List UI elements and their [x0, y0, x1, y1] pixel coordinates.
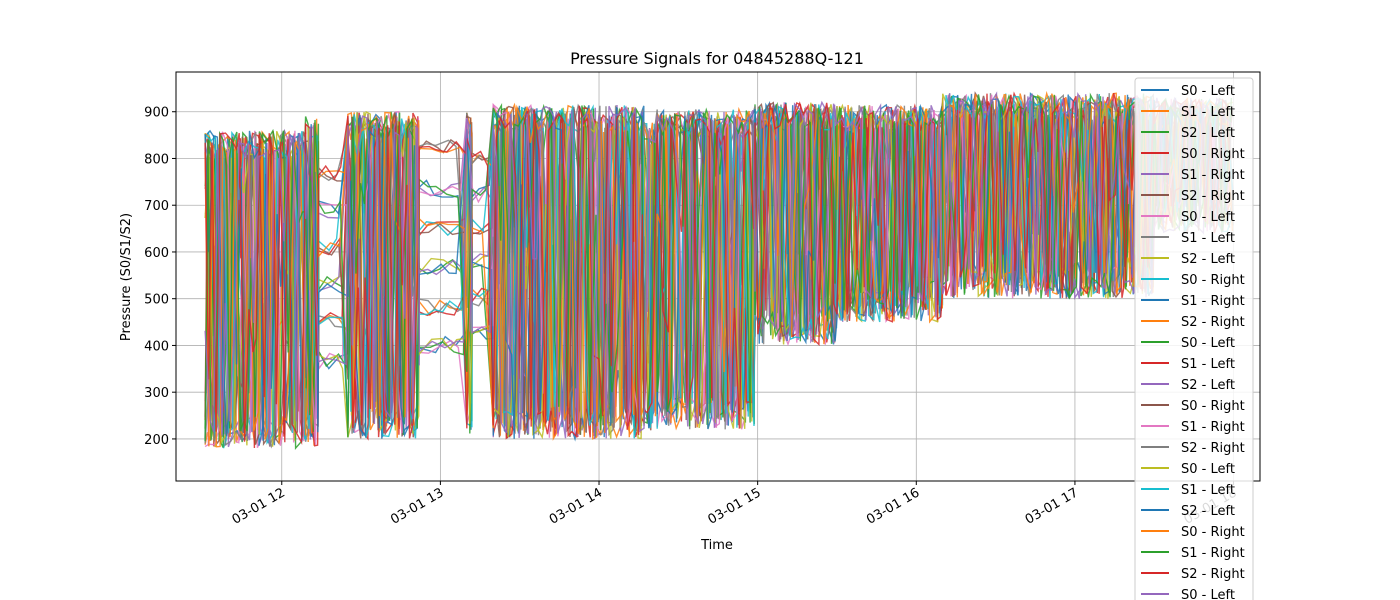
y-tick-label: 200 — [144, 433, 169, 448]
legend-label: S1 - Left — [1181, 231, 1235, 246]
series-line — [204, 93, 1233, 442]
legend-label: S1 - Left — [1181, 105, 1235, 120]
legend-label: S0 - Left — [1181, 336, 1235, 351]
legend-frame — [1134, 77, 1254, 600]
series-line — [204, 94, 1231, 446]
legend-label: S0 - Right — [1181, 147, 1245, 162]
legend-label: S2 - Right — [1181, 189, 1245, 204]
legend-label: S2 - Left — [1181, 126, 1235, 141]
series-line — [204, 91, 1232, 443]
legend-label: S0 - Left — [1181, 588, 1235, 600]
y-axis-label: Pressure (S0/S1/S2) — [119, 213, 134, 341]
y-tick-label: 700 — [144, 199, 169, 214]
series-line — [204, 90, 1234, 448]
legend-label: S2 - Right — [1181, 567, 1245, 582]
legend-label: S2 - Left — [1181, 378, 1235, 393]
legend-label: S1 - Right — [1181, 420, 1245, 435]
y-tick-label: 500 — [144, 293, 169, 308]
plot-area-frame — [175, 71, 1261, 482]
legend-label: S0 - Left — [1181, 462, 1235, 477]
legend: S0 - Left S1 - Left S2 - Left S0 - Right S1 … — [1134, 77, 1254, 600]
x-axis-label: Time — [700, 538, 733, 553]
legend-label: S2 - Left — [1181, 504, 1235, 519]
y-tick-label: 800 — [144, 152, 169, 167]
legend-label: S2 - Right — [1181, 441, 1245, 456]
legend-label: S0 - Right — [1181, 525, 1245, 540]
y-tick-label: 400 — [144, 339, 169, 354]
y-tick-label: 900 — [144, 106, 169, 121]
legend-label: S0 - Left — [1181, 210, 1235, 225]
legend-label: S0 - Right — [1181, 273, 1245, 288]
legend-label: S0 - Left — [1181, 84, 1235, 99]
legend-label: S1 - Left — [1181, 357, 1235, 372]
legend-label: S1 - Right — [1181, 294, 1245, 309]
legend-label: S0 - Right — [1181, 399, 1245, 414]
y-axis: 200 300 400 500 600 700 800 900 — [144, 106, 176, 448]
legend-label: S2 - Left — [1181, 252, 1235, 267]
legend-label: S1 - Right — [1181, 168, 1245, 183]
series-line — [204, 94, 1234, 445]
y-tick-label: 300 — [144, 386, 169, 401]
legend-label: S1 - Right — [1181, 546, 1245, 561]
y-tick-label: 600 — [144, 246, 169, 261]
chart-title: Pressure Signals for 04845288Q-121 — [570, 49, 864, 68]
legend-label: S1 - Left — [1181, 483, 1235, 498]
data-lines — [204, 90, 1234, 451]
legend-label: S2 - Right — [1181, 315, 1245, 330]
